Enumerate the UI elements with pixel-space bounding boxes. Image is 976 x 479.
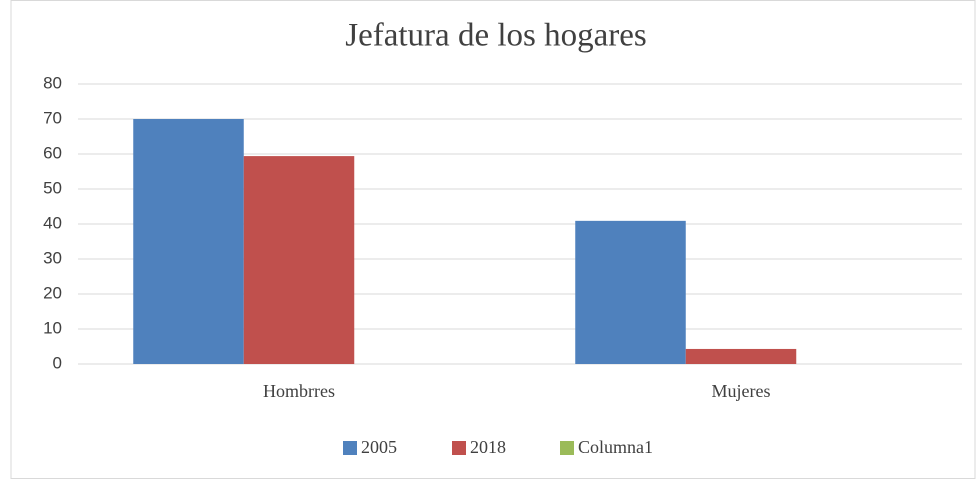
legend-swatch — [560, 441, 574, 455]
legend-swatch — [452, 441, 466, 455]
legend-label: 2005 — [361, 437, 397, 457]
y-tick-label: 50 — [43, 178, 62, 197]
chart-title: Jefatura de los hogares — [345, 18, 646, 54]
x-tick-label: Hombrres — [263, 381, 335, 401]
x-tick-label: Mujeres — [712, 381, 771, 401]
y-tick-label: 30 — [43, 248, 62, 267]
legend-label: Columna1 — [578, 437, 653, 457]
bar — [133, 119, 244, 364]
bar — [575, 220, 686, 364]
y-tick-label: 60 — [43, 143, 62, 162]
y-tick-label: 80 — [43, 73, 62, 92]
legend-label: 2018 — [470, 437, 506, 457]
y-tick-label: 0 — [53, 353, 62, 372]
y-tick-label: 20 — [43, 283, 62, 302]
y-tick-label: 40 — [43, 213, 62, 232]
legend-swatch — [343, 441, 357, 455]
bar — [685, 348, 797, 364]
y-tick-label: 70 — [43, 108, 62, 127]
y-tick-label: 10 — [43, 318, 62, 337]
bar — [243, 156, 355, 364]
